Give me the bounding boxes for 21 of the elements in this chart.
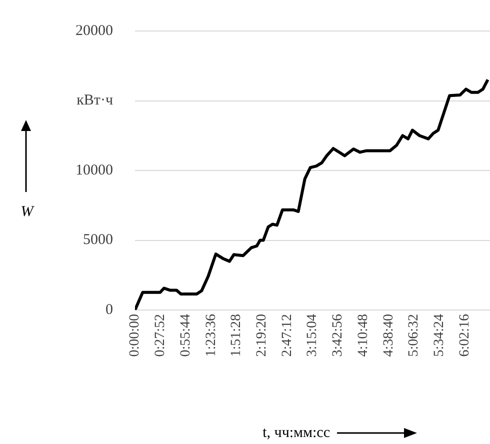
y-tick-label: 20000 xyxy=(76,22,113,39)
y-tick-label: кВт·ч xyxy=(76,92,114,109)
x-tick-label: 0:27:52 xyxy=(153,314,168,357)
x-tick-label: 5:34:24 xyxy=(432,314,448,357)
x-tick-label: 3:42:56 xyxy=(330,314,346,357)
x-tick-label: 0:55:44 xyxy=(178,314,194,357)
x-tick-label: 2:47:12 xyxy=(280,314,295,357)
y-axis-title: W xyxy=(20,204,35,220)
y-tick-label: 10000 xyxy=(76,162,113,178)
x-axis-title: t, чч:мм:сс xyxy=(262,424,330,441)
x-tick-label: 6:02:16 xyxy=(457,314,472,357)
x-tick-label: 4:10:48 xyxy=(356,314,371,357)
x-tick-label: 5:06:32 xyxy=(406,314,422,357)
x-tick-label: 3:15:04 xyxy=(305,314,320,357)
x-tick-label: 4:38:40 xyxy=(381,314,396,357)
x-tick-label: 1:51:28 xyxy=(229,314,244,357)
x-tick-label: 1:23:36 xyxy=(204,314,219,357)
x-tick-label: 0:00:00 xyxy=(128,314,143,357)
y-tick-label: 0 xyxy=(106,302,113,318)
x-tick-label: 2:19:20 xyxy=(254,314,270,357)
y-tick-label: 5000 xyxy=(83,232,113,248)
